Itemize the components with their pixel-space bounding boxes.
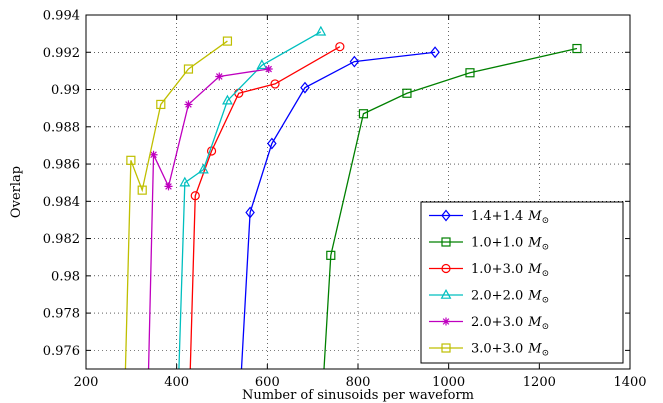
series-line xyxy=(147,68,269,370)
series-2 xyxy=(323,43,582,370)
sun-symbol-icon: ⊙ xyxy=(542,216,550,226)
x-tick-label: 1400 xyxy=(613,375,646,390)
series-line xyxy=(189,46,341,370)
triangle-marker xyxy=(440,288,452,299)
series-line xyxy=(240,51,436,370)
square-marker xyxy=(326,250,336,260)
y-axis-title: Overlap xyxy=(9,166,24,218)
star-marker xyxy=(164,182,173,191)
square-marker xyxy=(441,237,451,247)
series-layer xyxy=(124,25,582,370)
series-1 xyxy=(240,46,440,370)
x-tick-label: 400 xyxy=(164,375,189,390)
series-line xyxy=(323,47,578,370)
diamond-marker xyxy=(349,55,360,68)
y-tick-label: 0.984 xyxy=(43,195,80,210)
legend-unit: M xyxy=(527,236,542,251)
legend-label: 1.0+1.0 M⊙ xyxy=(471,236,549,253)
y-tick-label: 0.99 xyxy=(51,83,80,98)
diamond-marker xyxy=(441,209,451,222)
y-tick-label: 0.982 xyxy=(43,232,80,247)
legend-item: 1.0+3.0 M⊙ xyxy=(429,262,549,279)
grid xyxy=(86,15,630,369)
y-tick-label: 0.976 xyxy=(43,344,80,359)
square-marker xyxy=(358,109,369,119)
star-marker xyxy=(149,150,158,159)
sun-symbol-icon: ⊙ xyxy=(542,243,550,253)
legend-item: 1.0+1.0 M⊙ xyxy=(429,236,549,253)
x-tick-label: 1200 xyxy=(523,375,556,390)
sun-symbol-icon: ⊙ xyxy=(542,269,550,279)
series-6 xyxy=(124,36,233,370)
diamond-marker xyxy=(300,81,310,94)
square-marker xyxy=(465,68,475,78)
star-marker xyxy=(215,72,224,81)
square-marker xyxy=(402,88,412,98)
legend-label: 2.0+3.0 M⊙ xyxy=(471,315,549,332)
x-tick-label: 1000 xyxy=(432,375,465,390)
circle-marker xyxy=(441,263,451,274)
y-tick-label: 0.98 xyxy=(51,269,80,284)
axis-ticks: 200 400 600 800 1000 1200 1400 0.976 0.978 0.98 0.… xyxy=(43,9,647,391)
legend-item: 1.4+1.4 M⊙ xyxy=(429,209,549,226)
plot-frame xyxy=(85,14,631,370)
y-tick-label: 0.992 xyxy=(43,46,80,61)
star-marker xyxy=(184,100,193,109)
square-marker xyxy=(441,343,451,353)
legend-label: 1.0+3.0 M⊙ xyxy=(471,262,549,279)
legend-unit: M xyxy=(527,342,542,357)
legend-box xyxy=(420,201,624,364)
legend-unit: M xyxy=(527,315,542,330)
circle-marker xyxy=(270,79,280,89)
y-tick-label: 0.978 xyxy=(43,307,80,322)
diamond-marker xyxy=(245,206,255,219)
sun-symbol-icon: ⊙ xyxy=(542,296,550,306)
x-tick-label: 200 xyxy=(74,375,99,390)
series-4 xyxy=(178,25,327,370)
legend-item: 2.0+3.0 M⊙ xyxy=(429,315,549,332)
sun-symbol-icon: ⊙ xyxy=(542,322,550,332)
series-line xyxy=(178,31,322,370)
x-tick-label: 800 xyxy=(346,375,371,390)
legend-unit: M xyxy=(527,289,542,304)
square-marker xyxy=(572,43,582,54)
square-marker xyxy=(126,155,136,165)
x-axis-title: Number of sinusoids per waveform xyxy=(242,388,474,403)
legend-unit: M xyxy=(527,209,542,224)
legend-label: 2.0+2.0 M⊙ xyxy=(471,289,549,306)
star-marker xyxy=(264,65,273,74)
legend-label: 1.4+1.4 M⊙ xyxy=(471,209,549,226)
legend-item: 2.0+2.0 M⊙ xyxy=(429,289,549,306)
diamond-marker xyxy=(430,46,440,59)
series-5 xyxy=(147,65,273,370)
triangle-marker xyxy=(197,163,209,174)
star-marker xyxy=(442,317,450,326)
y-tick-label: 0.988 xyxy=(43,120,80,135)
series-line xyxy=(124,40,228,370)
y-tick-label: 0.986 xyxy=(43,158,80,173)
triangle-marker xyxy=(179,176,191,187)
circle-marker xyxy=(190,191,200,201)
triangle-marker xyxy=(315,25,327,36)
legend-item: 3.0+3.0 M⊙ xyxy=(429,342,549,359)
square-marker xyxy=(183,64,194,74)
y-tick-label: 0.994 xyxy=(43,9,80,24)
x-tick-label: 600 xyxy=(255,375,280,390)
sun-symbol-icon: ⊙ xyxy=(542,349,550,359)
legend-unit: M xyxy=(527,262,542,277)
triangle-marker xyxy=(222,94,233,105)
square-marker xyxy=(222,36,233,46)
square-marker xyxy=(137,185,147,195)
square-marker xyxy=(156,99,166,110)
legend-label: 3.0+3.0 M⊙ xyxy=(471,342,549,359)
diamond-marker xyxy=(267,137,277,150)
circle-marker xyxy=(335,42,345,52)
triangle-marker xyxy=(256,59,268,70)
legend: 1.4+1.4 M⊙ 1.0+1.0 M⊙ 1.0+3.0 M⊙ 2.0+2.0 M⊙ 2.0+… xyxy=(420,201,624,364)
